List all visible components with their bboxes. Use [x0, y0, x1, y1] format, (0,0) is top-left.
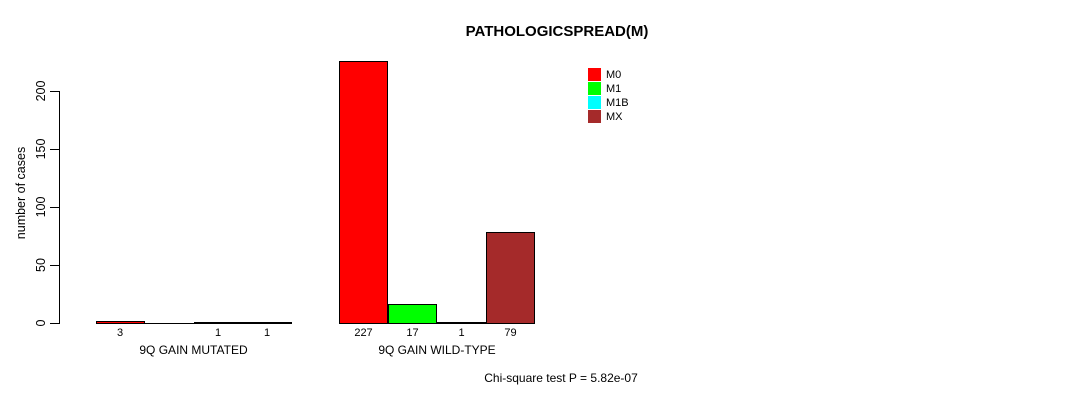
y-tick	[50, 149, 59, 150]
x-category-label: 9Q GAIN WILD-TYPE	[378, 343, 496, 357]
chi-square-note: Chi-square test P = 5.82e-07	[484, 371, 638, 385]
y-tick-label: 50	[34, 258, 48, 272]
x-category-label: 9Q GAIN MUTATED	[139, 343, 248, 357]
bar-count-label: 3	[116, 327, 124, 339]
bar-mx	[242, 322, 292, 324]
y-tick	[50, 207, 59, 208]
bar-count-label: 17	[406, 327, 419, 339]
legend-swatch-m0	[588, 68, 601, 81]
bar-count-label: 1	[458, 327, 465, 339]
y-tick-label: 200	[34, 80, 48, 102]
bar-m0	[339, 61, 388, 324]
legend-label-m1b: M1B	[606, 96, 629, 109]
y-tick	[50, 323, 59, 324]
bar-m1	[388, 304, 437, 324]
y-axis-line	[59, 91, 60, 324]
y-tick	[50, 91, 59, 92]
legend-label-m0: M0	[606, 68, 622, 81]
legend-swatch-m1b	[588, 96, 601, 109]
y-tick-label: 150	[34, 138, 48, 160]
bar-m1b	[193, 322, 243, 324]
chart-title: PATHOLOGICSPREAD(M)	[465, 23, 649, 40]
bar-m1b	[437, 322, 486, 324]
legend-swatch-m1	[588, 82, 601, 95]
legend-swatch-mx	[588, 110, 601, 123]
bar-mx	[486, 232, 535, 324]
y-tick-label: 100	[34, 196, 48, 218]
y-tick-label: 0	[34, 319, 48, 327]
legend-label-m1: M1	[606, 82, 622, 95]
bar-count-label: 1	[214, 327, 222, 339]
bar-m1	[144, 323, 194, 324]
y-tick	[50, 265, 59, 266]
bar-m0	[95, 321, 145, 324]
bar-count-label: 1	[263, 327, 271, 339]
y-axis-label: number of cases	[14, 146, 28, 240]
legend-label-mx: MX	[606, 110, 623, 123]
bar-count-label: 227	[354, 327, 373, 339]
bar-count-label: 79	[504, 327, 517, 339]
